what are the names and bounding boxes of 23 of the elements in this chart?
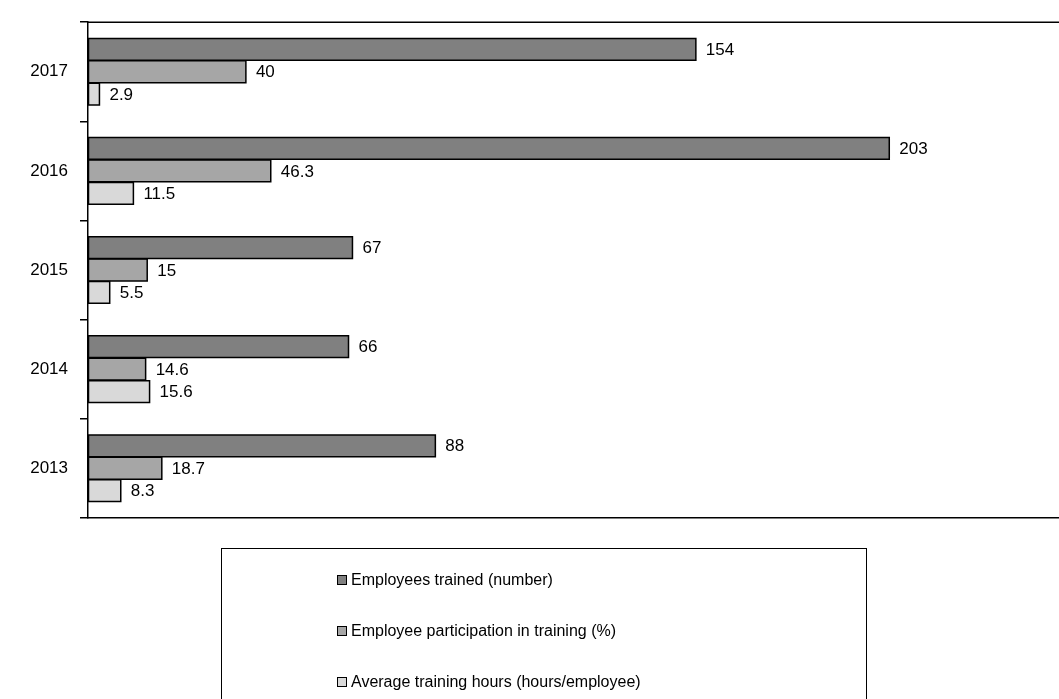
data-label: 88 (445, 436, 465, 456)
data-label: 15.6 (159, 382, 193, 402)
y-tick-label: 2013 (30, 457, 68, 477)
data-label: 40 (255, 62, 275, 82)
legend-label: Employee participation in training (%) (351, 621, 617, 640)
data-label: 5.5 (119, 283, 144, 303)
data-label: 11.5 (143, 184, 176, 204)
data-label: 154 (705, 39, 735, 59)
data-label: 203 (899, 139, 928, 159)
data-label: 15 (157, 260, 177, 280)
data-label: 2.9 (109, 84, 134, 104)
data-label: 67 (362, 238, 382, 258)
y-tick-label: 2015 (30, 259, 68, 279)
y-tick-label: 2016 (30, 160, 68, 180)
y-tick-label: 2017 (30, 61, 68, 81)
legend-label: Average training hours (hours/employee) (351, 672, 641, 691)
y-tick-label: 2014 (30, 358, 68, 378)
data-label: 8.3 (130, 481, 155, 501)
data-label: 66 (358, 337, 378, 357)
data-label: 14.6 (155, 359, 189, 379)
legend-label: Employees trained (number) (351, 570, 553, 589)
data-label: 18.7 (171, 458, 205, 478)
data-label: 46.3 (280, 161, 314, 181)
